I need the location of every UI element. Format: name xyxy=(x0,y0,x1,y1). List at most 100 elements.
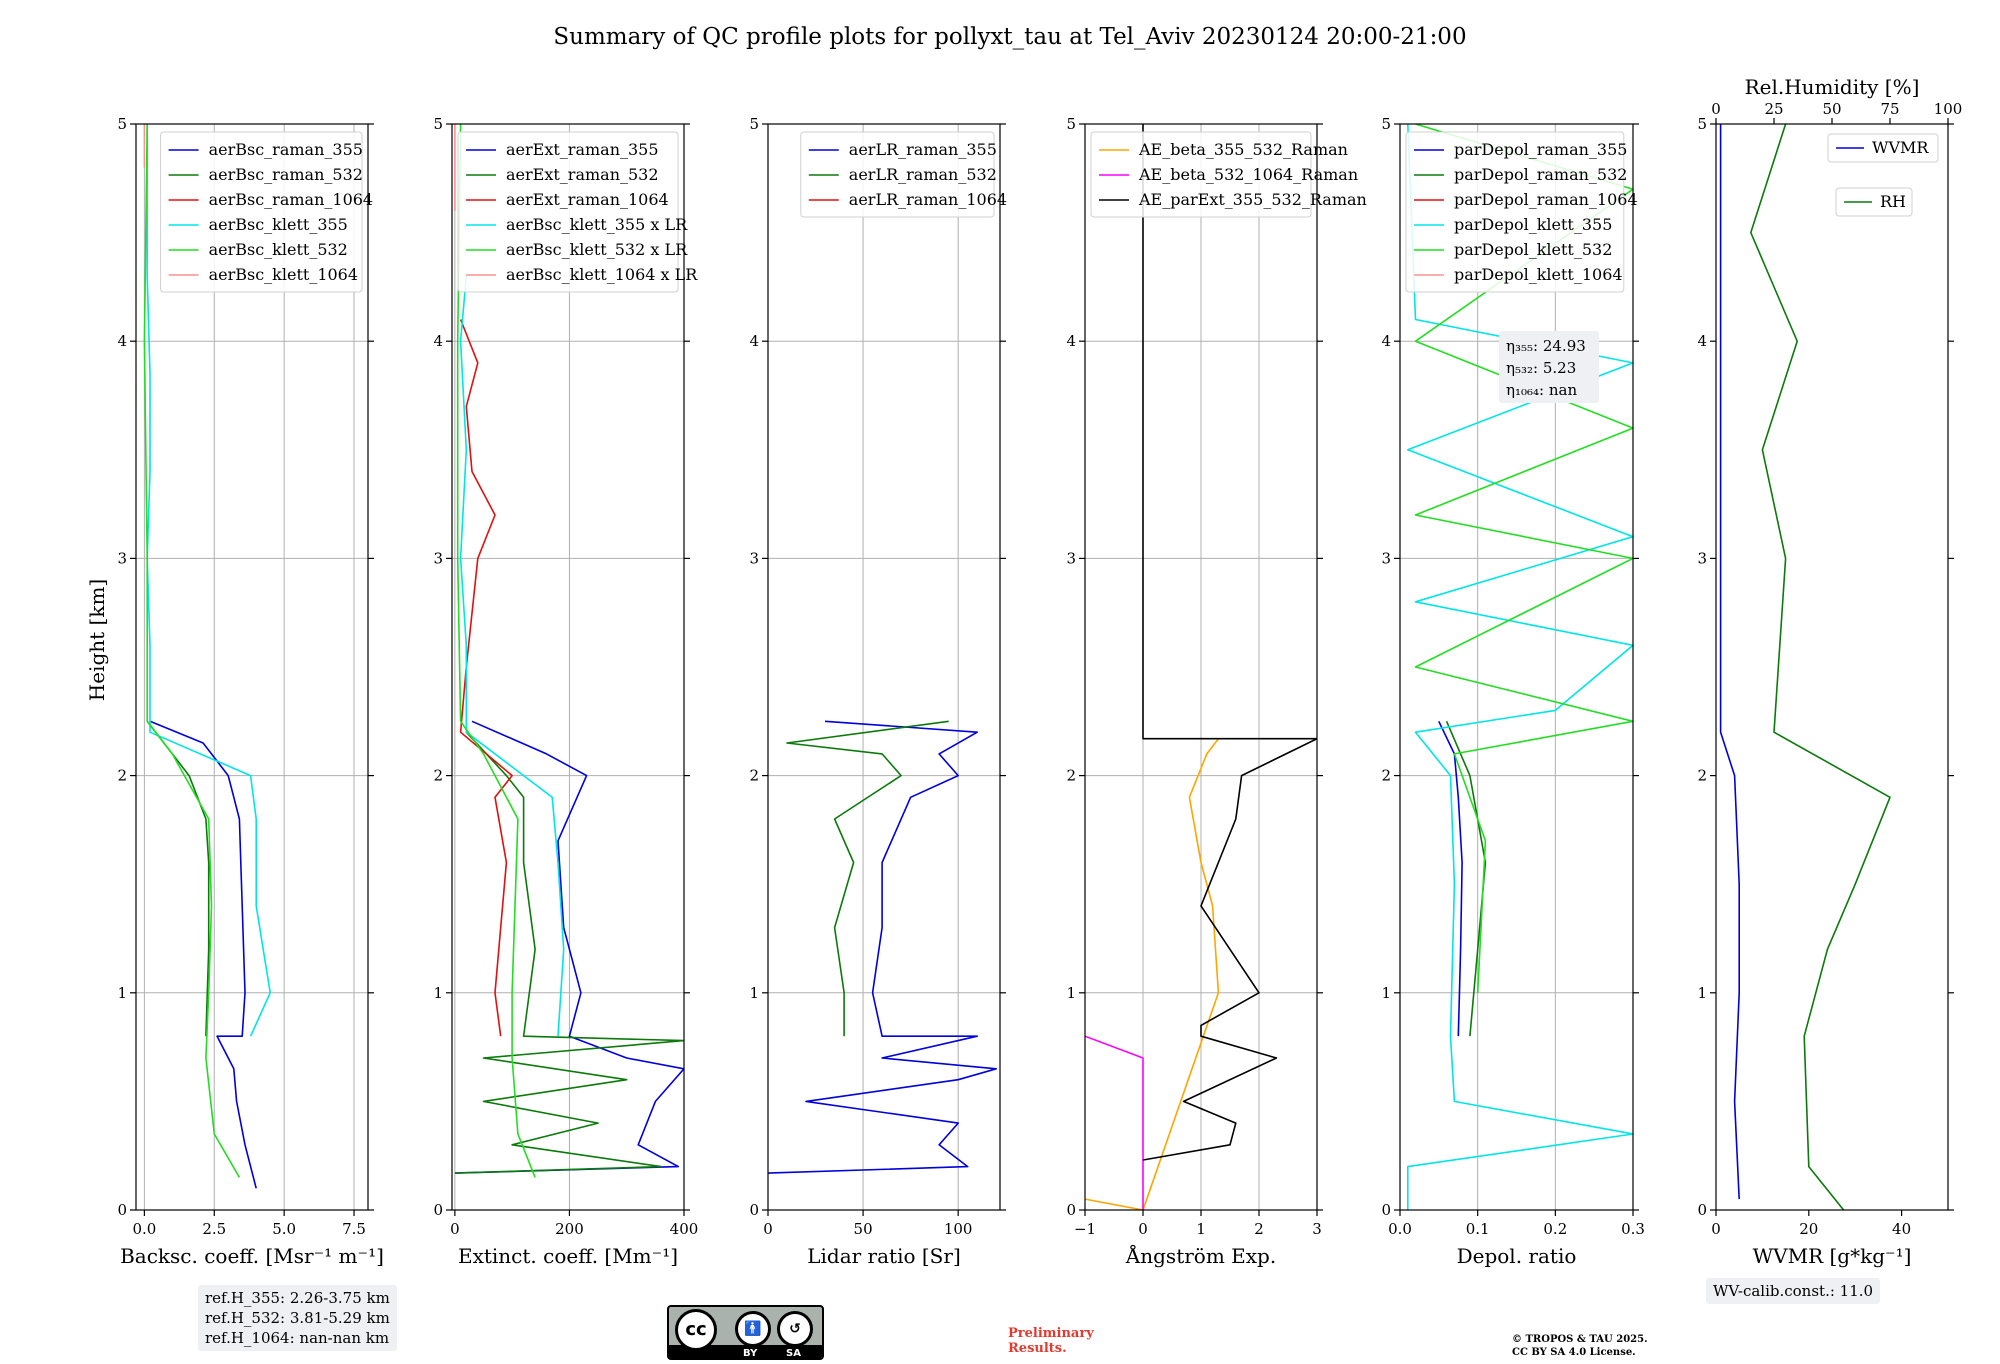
by-person-icon: 🚹 xyxy=(735,1311,771,1347)
panel-depol: 0.0 0.1 0.2 0.3 0 1 2 3 4 5 Depol. ratio parDepol_r… xyxy=(1381,115,1644,1268)
legend-label: aerBsc_raman_1064 xyxy=(209,190,374,209)
eta-annotation: η₃₅₅: 24.93 η₅₃₂: 5.23 η₁₀₆₄: nan xyxy=(1499,331,1599,403)
annotation-line: η₁₀₆₄: nan xyxy=(1506,381,1577,399)
legend-label: aerBsc_raman_355 xyxy=(209,140,363,159)
series-line-AE_beta_355_532_Raman xyxy=(1085,738,1220,1210)
x-axis-label: WVMR [g*kg⁻¹] xyxy=(1753,1244,1912,1268)
panel-wvmr: 0 20 40 0 1 2 3 4 5 WVMR [g*kg⁻¹] 0 25 50 75 100 Rel.Hu… xyxy=(1697,75,1962,1268)
y-tick-label: 4 xyxy=(1066,332,1076,350)
y-tick-label: 3 xyxy=(1066,549,1076,567)
y-tick-label: 0 xyxy=(1697,1201,1707,1219)
legend-label: RH xyxy=(1880,192,1906,211)
wv-calibration-box: WV-calib.const.: 11.0 xyxy=(1706,1278,1881,1304)
ref-h-355: ref.H_355: 2.26-3.75 km xyxy=(205,1289,390,1307)
series-line-RH xyxy=(1750,124,1891,1210)
legend-label: aerLR_raman_355 xyxy=(849,140,997,159)
top-x-tick-label: 100 xyxy=(1934,100,1963,118)
legend-label: aerBsc_klett_532 xyxy=(209,240,348,259)
copyright-line-1: © TROPOS & TAU 2025. xyxy=(1512,1334,1648,1345)
cc-text: cc xyxy=(685,1319,707,1340)
legend-label: aerBsc_klett_355 xyxy=(209,215,348,234)
y-tick-label: 0 xyxy=(117,1201,127,1219)
series-line-aerExt_raman_532 xyxy=(454,731,684,1174)
y-tick-label: 1 xyxy=(1066,984,1076,1002)
y-tick-label: 2 xyxy=(1697,767,1707,785)
x-axis-label: Extinct. coeff. [Mm⁻¹] xyxy=(458,1244,678,1268)
y-tick-label: 4 xyxy=(117,332,127,350)
series-line-aerExt_raman_1064 xyxy=(459,319,513,1037)
legend-label: parDepol_raman_1064 xyxy=(1454,190,1638,209)
legend-label: parDepol_klett_1064 xyxy=(1454,265,1623,284)
legend-label: parDepol_raman_355 xyxy=(1454,140,1627,159)
cc-by-sa-badge: cc 🚹 ↺ BY SA xyxy=(667,1305,824,1360)
legend-label: WVMR xyxy=(1872,138,1929,157)
legend-label: aerBsc_klett_355 x LR xyxy=(506,215,688,234)
series-line-AE_parExt_355_532_Raman xyxy=(1142,124,1317,1161)
y-tick-label: 5 xyxy=(1381,115,1391,133)
annotation-line: η₃₅₅: 24.93 xyxy=(1506,337,1586,355)
series-line-aerBsc_klett_355 xyxy=(146,124,271,1037)
y-tick-label: 5 xyxy=(1697,115,1707,133)
y-tick-label: 1 xyxy=(433,984,443,1002)
annotation-line: η₅₃₂: 5.23 xyxy=(1506,359,1576,377)
y-tick-label: 5 xyxy=(749,115,759,133)
legend-label: aerBsc_raman_532 xyxy=(209,165,363,184)
series-line-aerBsc_klett_532 xyxy=(143,124,241,1178)
legend-box xyxy=(1827,133,1939,163)
legend-label: AE_parExt_355_532_Raman xyxy=(1138,190,1367,209)
series-group xyxy=(1719,124,1891,1210)
legend: aerLR_raman_355 aerLR_raman_532 aerLR_rama… xyxy=(800,131,1007,218)
legend: WVMR xyxy=(1827,133,1939,163)
x-tick-label: 0 xyxy=(763,1220,773,1238)
sa-share-icon: ↺ xyxy=(777,1311,813,1347)
y-tick-label: 4 xyxy=(749,332,759,350)
series-line-aerLR_raman_355 xyxy=(768,720,997,1174)
reference-height-box: ref.H_355: 2.26-3.75 km ref.H_532: 3.81-… xyxy=(198,1285,397,1351)
legend-label: aerBsc_klett_1064 x LR xyxy=(506,265,698,284)
top-x-tick-label: 0 xyxy=(1711,100,1721,118)
top-x-tick-label: 25 xyxy=(1764,100,1783,118)
legend: aerBsc_raman_355 aerBsc_raman_532 aerBsc_r… xyxy=(160,131,374,293)
x-tick-label: 40 xyxy=(1892,1220,1911,1238)
wv-calib-text: WV-calib.const.: 11.0 xyxy=(1713,1282,1874,1300)
legend-label: aerBsc_klett_1064 xyxy=(209,265,358,284)
series-group xyxy=(454,124,684,1178)
legend-box xyxy=(1835,187,1913,217)
y-tick-label: 3 xyxy=(117,549,127,567)
y-tick-label: 3 xyxy=(749,549,759,567)
axes-frame xyxy=(135,123,369,1211)
y-tick-label: 1 xyxy=(1697,984,1707,1002)
series-line-aerBsc_klett_355 x LR xyxy=(459,275,565,1037)
legend-label: aerLR_raman_1064 xyxy=(849,190,1007,209)
legend: aerExt_raman_355 aerExt_raman_532 aerExt_r… xyxy=(457,131,698,293)
y-tick-label: 4 xyxy=(1381,332,1391,350)
series-line-aerLR_raman_532 xyxy=(786,720,949,1037)
x-tick-label: 400 xyxy=(670,1220,699,1238)
x-tick-label: 20 xyxy=(1799,1220,1818,1238)
y-tick-label: 2 xyxy=(117,767,127,785)
x-axis-label: Lidar ratio [Sr] xyxy=(807,1244,961,1268)
sa-label: SA xyxy=(786,1348,801,1359)
x-tick-label: 2.5 xyxy=(202,1220,226,1238)
x-tick-label: 3 xyxy=(1312,1220,1322,1238)
legend-box xyxy=(160,131,363,293)
y-tick-label: 5 xyxy=(433,115,443,133)
copyright-note: © TROPOS & TAU 2025. CC BY SA 4.0 Licens… xyxy=(1512,1333,1648,1359)
axes-frame xyxy=(767,123,1001,1211)
y-axis-label: Height [km] xyxy=(85,579,109,701)
panel-lr: 0 50 100 0 1 2 3 4 5 Lidar ratio [Sr] aerLR_raman_… xyxy=(749,115,1007,1268)
series-line-parDepol_raman_532 xyxy=(1445,720,1487,1037)
legend-label: parDepol_klett_355 xyxy=(1454,215,1612,234)
y-tick-label: 2 xyxy=(749,767,759,785)
x-tick-label: 0.2 xyxy=(1543,1220,1567,1238)
y-tick-label: 2 xyxy=(1381,767,1391,785)
legend-label: aerExt_raman_355 xyxy=(506,140,659,159)
cc-icon: cc xyxy=(675,1309,717,1351)
figure-title: Summary of QC profile plots for pollyxt_… xyxy=(553,24,1466,50)
x-tick-label: 0 xyxy=(1711,1220,1721,1238)
legend-label: parDepol_klett_532 xyxy=(1454,240,1612,259)
x-tick-label: 200 xyxy=(555,1220,584,1238)
x-tick-label: 0 xyxy=(1138,1220,1148,1238)
